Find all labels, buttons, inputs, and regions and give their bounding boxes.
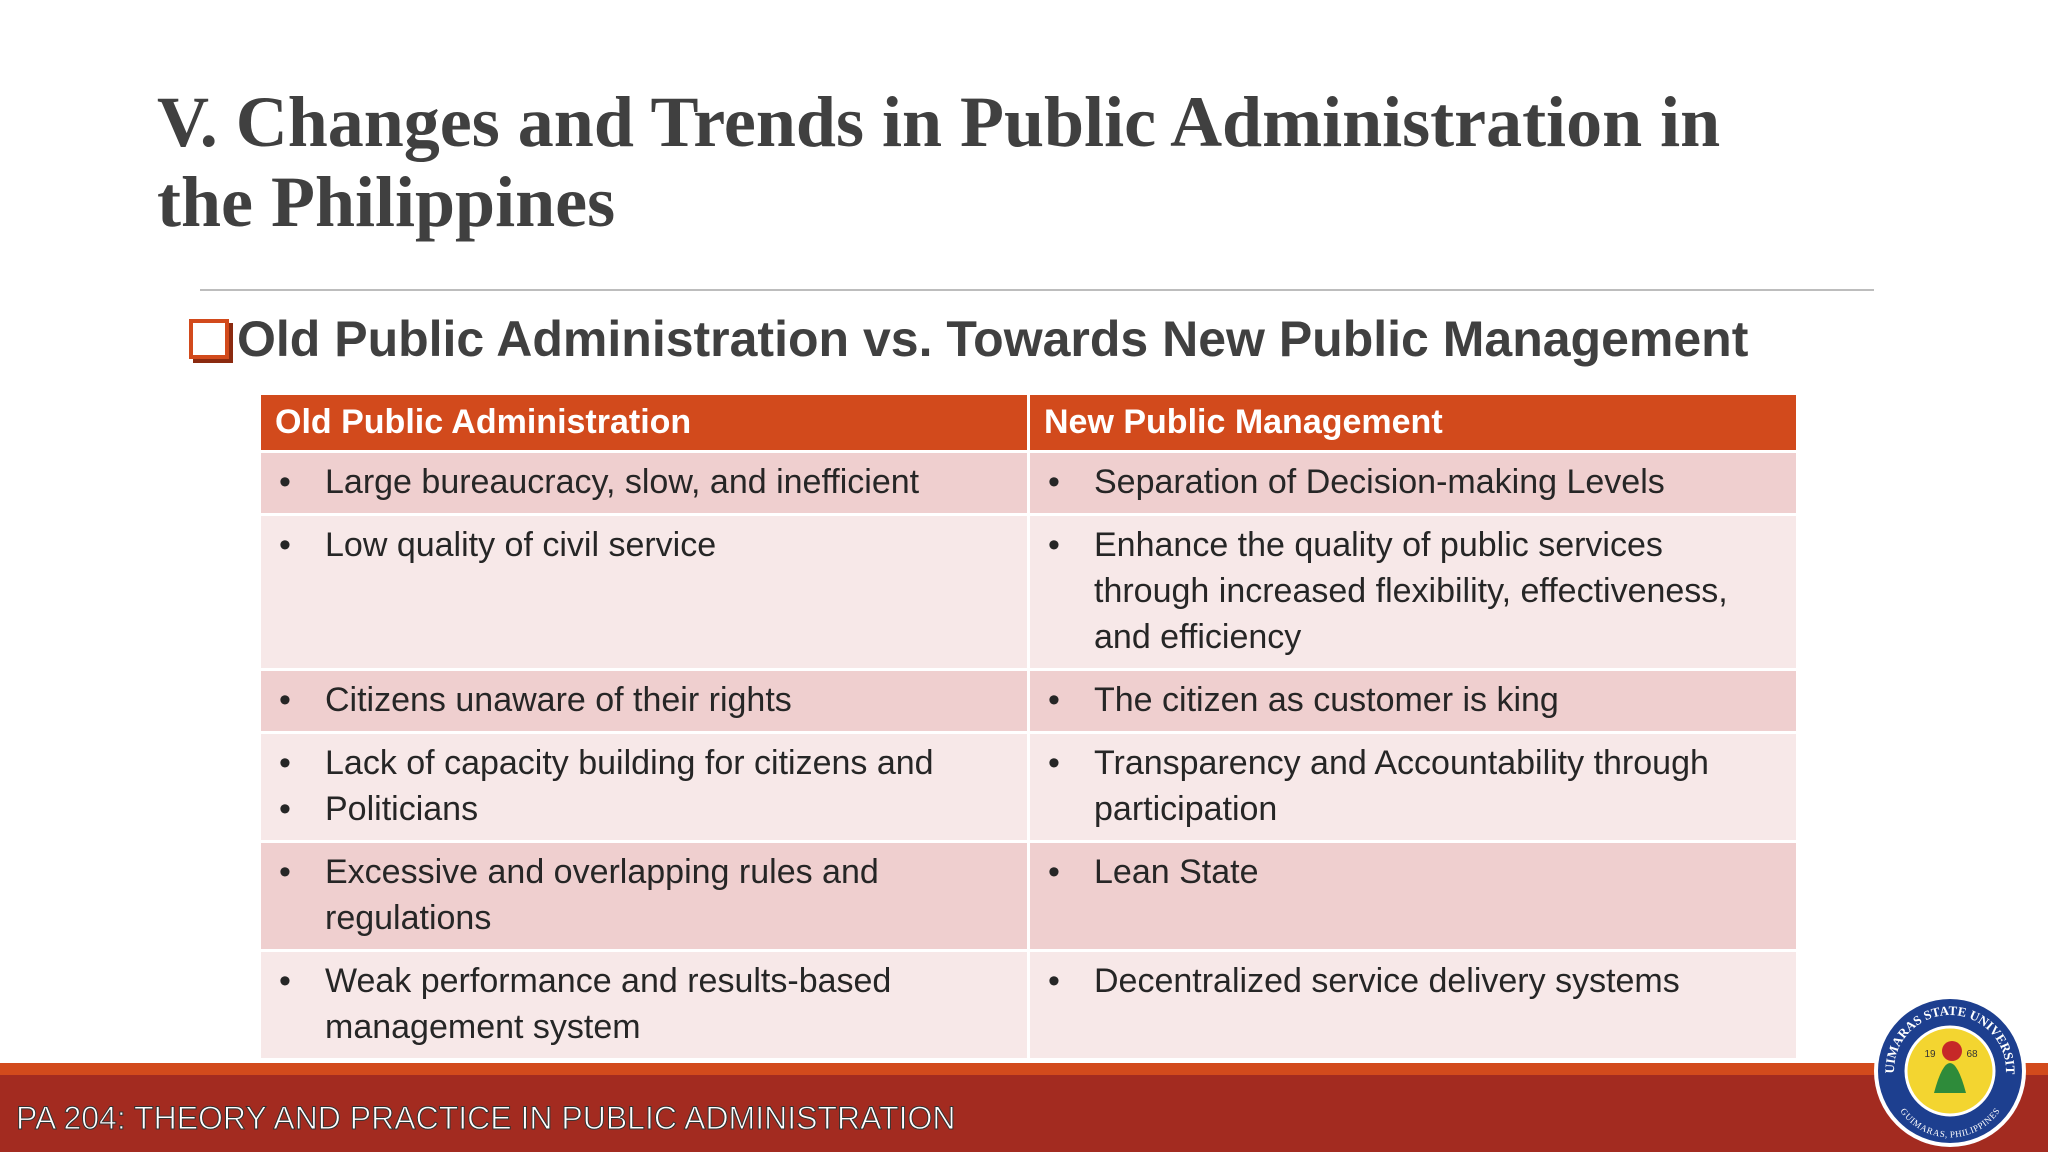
table-cell: Weak performance and results-based manag… — [258, 949, 1030, 1061]
header-row: Old Public Administration New Public Man… — [258, 392, 1799, 453]
title: V. Changes and Trends in Public Administ… — [157, 82, 1720, 242]
table-cell: Low quality of civil service — [258, 513, 1030, 671]
bullet-list: Lack of capacity building for citizens a… — [261, 734, 1027, 840]
table-row: Large bureaucracy, slow, and inefficient… — [258, 450, 1799, 516]
table-row: Citizens unaware of their rights The citi… — [258, 668, 1799, 734]
bullet-list: Low quality of civil service — [261, 516, 1027, 576]
bullet-item: Weak performance and results-based manag… — [279, 958, 1013, 1050]
table-cell: Large bureaucracy, slow, and inefficient — [258, 450, 1030, 516]
bullet-item: Lean State — [1048, 849, 1782, 895]
table-cell: Citizens unaware of their rights — [258, 668, 1030, 734]
bullet-list: Citizens unaware of their rights — [261, 671, 1027, 731]
logo-emblem — [1934, 1063, 1966, 1093]
logo-flame — [1942, 1041, 1962, 1061]
table-row: Weak performance and results-based manag… — [258, 949, 1799, 1061]
table-cell: Excessive and overlapping rules and regu… — [258, 840, 1030, 952]
table-cell: Enhance the quality of public services t… — [1027, 513, 1799, 671]
bullet-list: Separation of Decision-making Levels — [1030, 453, 1796, 513]
bullet-list: Excessive and overlapping rules and regu… — [261, 843, 1027, 949]
table-body: Large bureaucracy, slow, and inefficient… — [258, 450, 1799, 1061]
subtitle: Old Public Administration vs. Towards Ne… — [237, 311, 1749, 367]
table-cell: Lack of capacity building for citizens a… — [258, 731, 1030, 843]
logo: GUIMARAS STATE UNIVERSITY GUIMARAS, PHIL… — [1872, 993, 2026, 1147]
bullet-item: Enhance the quality of public services t… — [1048, 522, 1782, 660]
logo-year: 19 — [1924, 1049, 1936, 1060]
bullet-item: Decentralized service delivery systems — [1048, 958, 1782, 1004]
header-cell: Old Public Administration — [258, 392, 1030, 453]
bullet-list: The citizen as customer is king — [1030, 671, 1796, 731]
table-row: Lack of capacity building for citizens a… — [258, 731, 1799, 843]
bullet-item: Transparency and Accountability through … — [1048, 740, 1782, 832]
bullet-list: Enhance the quality of public services t… — [1030, 516, 1796, 668]
bullet-item: The citizen as customer is king — [1048, 677, 1782, 723]
title-line: the Philippines — [157, 162, 616, 242]
bullet-item: Citizens unaware of their rights — [279, 677, 1013, 723]
subtitle-row: Old Public Administration vs. Towards Ne… — [189, 310, 1748, 368]
bullet-item: Low quality of civil service — [279, 522, 1013, 568]
table-cell: Lean State — [1027, 840, 1799, 952]
bullet-list: Large bureaucracy, slow, and inefficient — [261, 453, 1027, 513]
bullet-list: Decentralized service delivery systems — [1030, 952, 1796, 1012]
checkbox-icon — [189, 319, 229, 359]
bullet-list: Lean State — [1030, 843, 1796, 903]
comparison-table: Old Public Administration New Public Man… — [258, 392, 1799, 1061]
table-cell: The citizen as customer is king — [1027, 668, 1799, 734]
footer-bar — [0, 1075, 2048, 1152]
bullet-item: Lack of capacity building for citizens a… — [279, 740, 1013, 786]
bullet-item: Large bureaucracy, slow, and inefficient — [279, 459, 1013, 505]
table-cell: Separation of Decision-making Levels — [1027, 450, 1799, 516]
bullet-item: Excessive and overlapping rules and regu… — [279, 849, 1013, 941]
footer-stripe — [0, 1063, 2048, 1075]
logo-year: 68 — [1966, 1049, 1978, 1060]
bullet-item: Separation of Decision-making Levels — [1048, 459, 1782, 505]
table-row: Low quality of civil service Enhance the … — [258, 513, 1799, 671]
bullet-list: Transparency and Accountability through … — [1030, 734, 1796, 840]
bullet-list: Weak performance and results-based manag… — [261, 952, 1027, 1058]
footer-text: PA 204: THEORY AND PRACTICE IN PUBLIC AD… — [16, 1100, 956, 1137]
bullet-item: Politicians — [279, 786, 1013, 832]
title-line: V. Changes and Trends in Public Administ… — [157, 82, 1721, 162]
header-cell: New Public Management — [1027, 392, 1799, 453]
divider — [200, 289, 1874, 291]
table-cell: Transparency and Accountability through … — [1027, 731, 1799, 843]
table-cell: Decentralized service delivery systems — [1027, 949, 1799, 1061]
table-row: Excessive and overlapping rules and regu… — [258, 840, 1799, 952]
